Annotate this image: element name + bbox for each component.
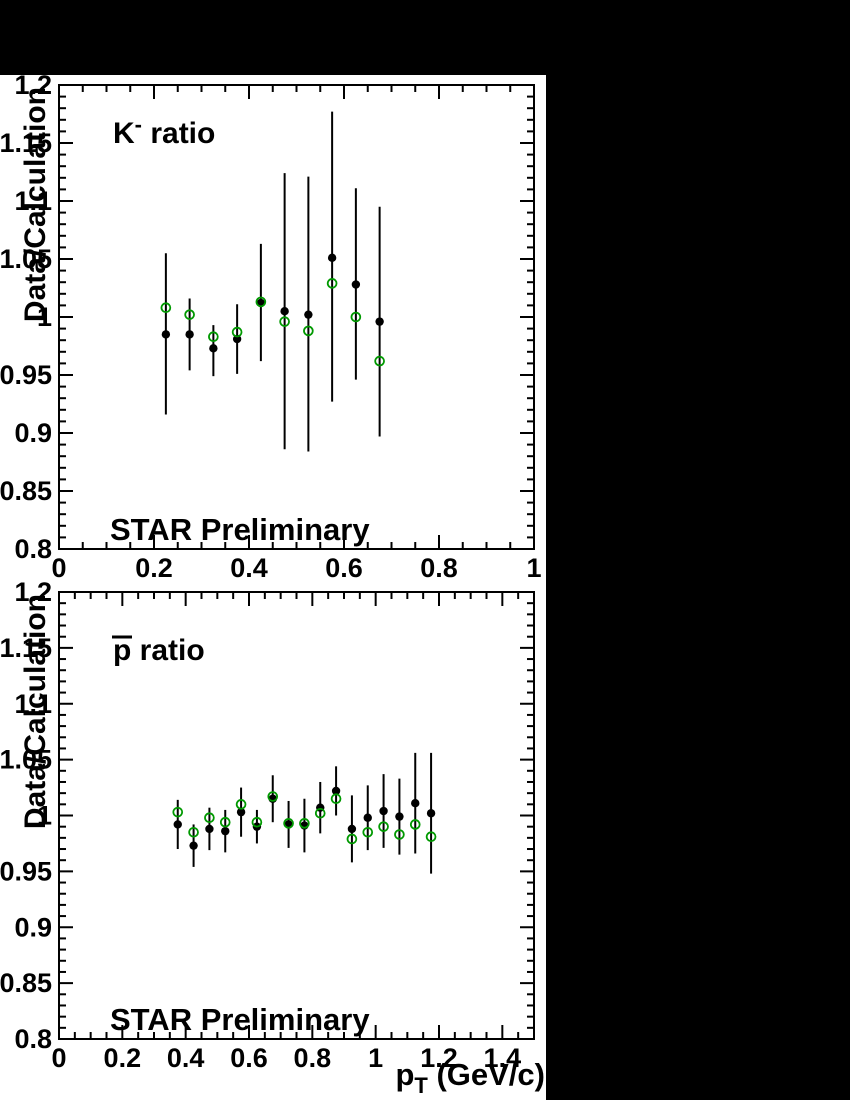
panel-pbar-ratio: 0 0.2 0.4 0.6 0.8 1 1.2 1.4 0.8 0.85 0.9 0.95 1 1.05 1… <box>0 577 535 1073</box>
data-point-open <box>208 331 219 343</box>
y-tick-label: 0.85 <box>0 968 52 998</box>
x-tick-label: 1.2 <box>420 1043 458 1073</box>
data-point-filled <box>426 809 436 818</box>
data-point-filled <box>375 317 384 326</box>
data-point-open <box>204 812 215 824</box>
plot-frame <box>58 591 535 1040</box>
data-point-open <box>326 278 338 289</box>
data-point-filled <box>209 344 218 353</box>
data-point-open <box>346 833 358 845</box>
data-point-open <box>409 819 421 830</box>
data-point-filled <box>379 806 388 816</box>
panel-kminus-ratio: 0 0.2 0.4 0.6 0.8 1 0.8 0.85 0.9 0.95 1 1.05 1.1 1.15… <box>0 70 542 583</box>
panel-title: K- ratio <box>113 112 215 150</box>
data-point-filled <box>351 280 361 289</box>
data-point-filled <box>304 310 313 319</box>
x-tick-label: 0.4 <box>167 1043 205 1073</box>
data-point-filled <box>236 807 246 817</box>
y-tick-label: 1.1 <box>14 689 52 719</box>
data-point-open <box>283 818 294 829</box>
data-point-open <box>172 806 184 818</box>
data-point-open <box>255 296 267 308</box>
data-point-open <box>303 325 314 337</box>
x-tick-label: 0 <box>51 1043 66 1073</box>
x-tick-label: 0.6 <box>325 553 363 583</box>
tick-marks <box>58 84 535 550</box>
data-point-open <box>299 818 310 829</box>
y-tick-label: 1.15 <box>0 633 52 663</box>
data-point-open <box>231 326 243 338</box>
data-point-open <box>362 826 374 838</box>
data-point-filled <box>395 812 404 821</box>
data-point-open <box>160 302 172 314</box>
y-tick-label: 0.9 <box>14 912 52 942</box>
data-point-filled <box>327 253 337 263</box>
data-point-filled <box>161 330 171 339</box>
plot-frame <box>58 84 535 550</box>
y-tick-label: 0.8 <box>14 1024 52 1054</box>
data-point-filled <box>221 826 230 836</box>
data-point-filled <box>280 307 289 316</box>
data-point-filled <box>411 799 420 808</box>
y-tick-label: 1.2 <box>14 70 52 100</box>
data-point-filled <box>173 820 182 829</box>
data-point-filled <box>363 813 372 822</box>
y-tick-label: 1.05 <box>0 244 52 274</box>
watermark-text: STAR Preliminary <box>110 512 370 547</box>
data-point-filled <box>189 841 198 850</box>
data-point-open <box>267 791 279 802</box>
data-point-open <box>219 816 231 828</box>
x-tick-label: 0 <box>51 553 66 583</box>
data-point-filled <box>185 330 194 339</box>
x-tick-label: 0.8 <box>420 553 458 583</box>
x-axis-title: pT (GeV/c) <box>395 1057 545 1098</box>
series-calculation-variant <box>172 791 437 845</box>
x-tick-label: 1 <box>526 553 541 583</box>
data-point-open <box>235 799 247 810</box>
y-tick-label: 0.8 <box>14 534 52 564</box>
x-tick-label: 0.2 <box>135 553 173 583</box>
y-axis-title: Data/Calculation <box>19 594 52 829</box>
x-tick-label: 0.6 <box>230 1043 268 1073</box>
y-tick-label: 1.2 <box>14 577 52 607</box>
x-tick-label: 0.4 <box>230 553 268 583</box>
data-point-open <box>184 309 195 320</box>
x-tick-label: 0.2 <box>104 1043 142 1073</box>
y-axis-title: Data/Calculation <box>19 87 52 322</box>
x-tick-label: 1.4 <box>484 1043 522 1073</box>
panel-title: p ratio <box>113 634 205 667</box>
data-point-open <box>314 807 326 819</box>
data-point-open <box>394 829 405 840</box>
data-point-filled <box>331 786 341 796</box>
data-point-open <box>330 793 342 805</box>
y-tick-label: 1 <box>37 801 52 831</box>
y-tick-label: 0.95 <box>0 360 52 390</box>
y-tick-label: 0.9 <box>14 418 52 448</box>
data-point-open <box>279 316 290 327</box>
y-tick-label: 1.15 <box>0 128 52 158</box>
data-point-open <box>188 826 199 838</box>
y-tick-label: 1 <box>37 302 52 332</box>
y-tick-label: 0.85 <box>0 476 52 506</box>
x-tick-label: 0.8 <box>294 1043 332 1073</box>
data-point-open <box>378 821 389 832</box>
data-point-filled <box>205 824 214 834</box>
data-point-open <box>374 355 385 367</box>
plot-background <box>0 75 546 1100</box>
y-tick-label: 1.05 <box>0 745 52 775</box>
data-point-open <box>350 311 362 323</box>
data-point-open <box>425 831 437 843</box>
x-tick-label: 1 <box>368 1043 383 1073</box>
y-tick-label: 0.95 <box>0 856 52 886</box>
data-point-open <box>251 816 263 828</box>
y-tick-label: 1.1 <box>14 186 52 216</box>
series-calculation-variant <box>160 278 385 367</box>
watermark-text: STAR Preliminary <box>110 1002 370 1037</box>
data-point-filled <box>347 824 357 834</box>
